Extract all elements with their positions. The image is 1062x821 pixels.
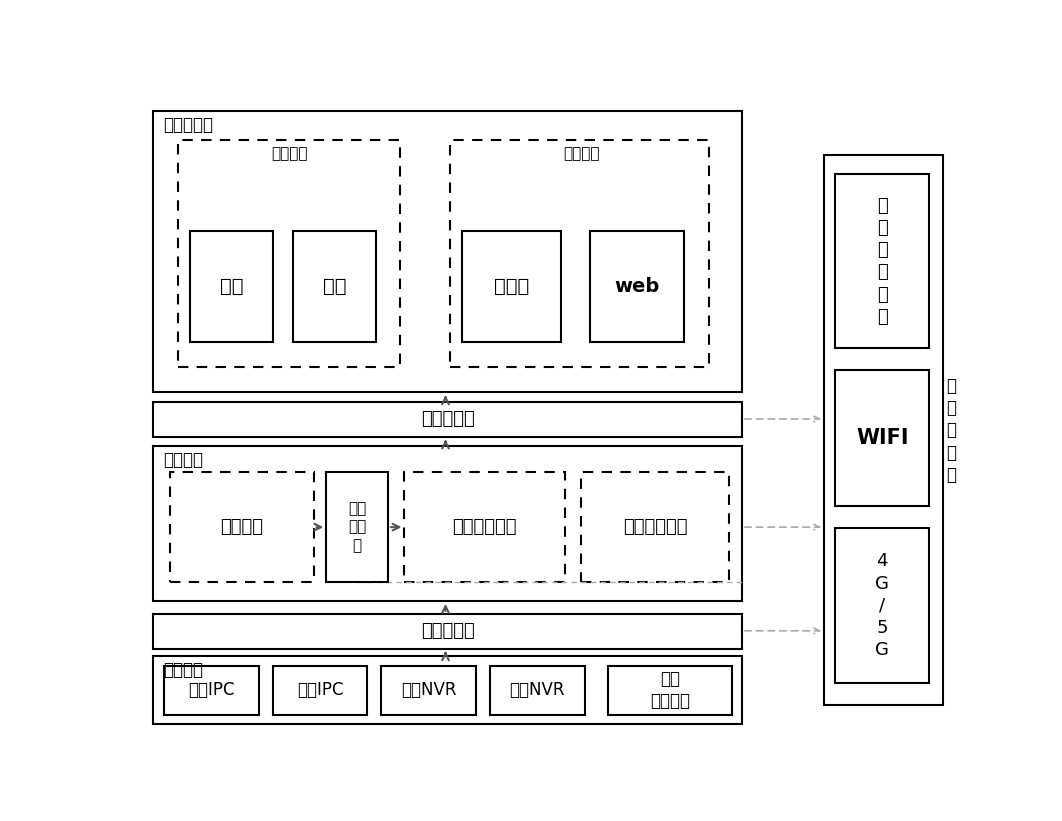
Text: 客户端: 客户端 bbox=[494, 277, 529, 296]
Text: 海康NVR: 海康NVR bbox=[400, 681, 457, 699]
Bar bbox=[153, 614, 741, 649]
Bar bbox=[490, 666, 584, 715]
Bar bbox=[170, 471, 314, 582]
Text: 直播: 直播 bbox=[220, 277, 243, 296]
Bar bbox=[153, 402, 741, 437]
Bar bbox=[824, 155, 943, 705]
Text: 网络接入层: 网络接入层 bbox=[421, 410, 475, 429]
Text: web: web bbox=[614, 277, 660, 296]
Bar bbox=[326, 471, 388, 582]
Bar bbox=[405, 471, 565, 582]
Text: 网络接入层: 网络接入层 bbox=[421, 622, 475, 640]
Text: 有
线
以
太
网
口: 有 线 以 太 网 口 bbox=[877, 197, 888, 326]
Text: 视频网关: 视频网关 bbox=[220, 518, 263, 536]
Bar bbox=[581, 471, 730, 582]
Text: 视频服务: 视频服务 bbox=[271, 146, 307, 161]
Bar bbox=[835, 370, 929, 507]
Text: 边缘设备: 边缘设备 bbox=[164, 452, 203, 470]
Bar bbox=[273, 666, 367, 715]
Bar bbox=[462, 232, 561, 342]
Bar bbox=[589, 232, 684, 342]
Bar bbox=[164, 666, 259, 715]
Text: 大华IPC: 大华IPC bbox=[296, 681, 343, 699]
Text: 云视频服务: 云视频服务 bbox=[164, 117, 213, 134]
Text: 其他边缘设备: 其他边缘设备 bbox=[623, 518, 687, 536]
Text: 边缘视频服务: 边缘视频服务 bbox=[452, 518, 517, 536]
Text: 录像: 录像 bbox=[323, 277, 346, 296]
Bar bbox=[449, 140, 709, 367]
Text: WIFI: WIFI bbox=[856, 429, 908, 448]
Text: 网络
接入
层: 网络 接入 层 bbox=[348, 501, 366, 553]
Bar bbox=[153, 111, 741, 392]
Bar bbox=[153, 447, 741, 601]
Text: 4
G
/
5
G: 4 G / 5 G bbox=[875, 553, 889, 659]
Text: 大华NVR: 大华NVR bbox=[510, 681, 565, 699]
Bar bbox=[190, 232, 273, 342]
Bar bbox=[153, 656, 741, 724]
Bar bbox=[381, 666, 476, 715]
Bar bbox=[293, 232, 376, 342]
Text: 视频应用: 视频应用 bbox=[563, 146, 600, 161]
Text: 其他
视频设备: 其他 视频设备 bbox=[650, 670, 690, 710]
Text: 海康IPC: 海康IPC bbox=[188, 681, 235, 699]
Bar bbox=[835, 529, 929, 683]
Bar bbox=[609, 666, 732, 715]
Text: 视频设备: 视频设备 bbox=[164, 661, 203, 679]
Text: 网
络
接
入
层: 网 络 接 入 层 bbox=[946, 377, 956, 484]
Bar bbox=[178, 140, 400, 367]
Bar bbox=[835, 174, 929, 348]
